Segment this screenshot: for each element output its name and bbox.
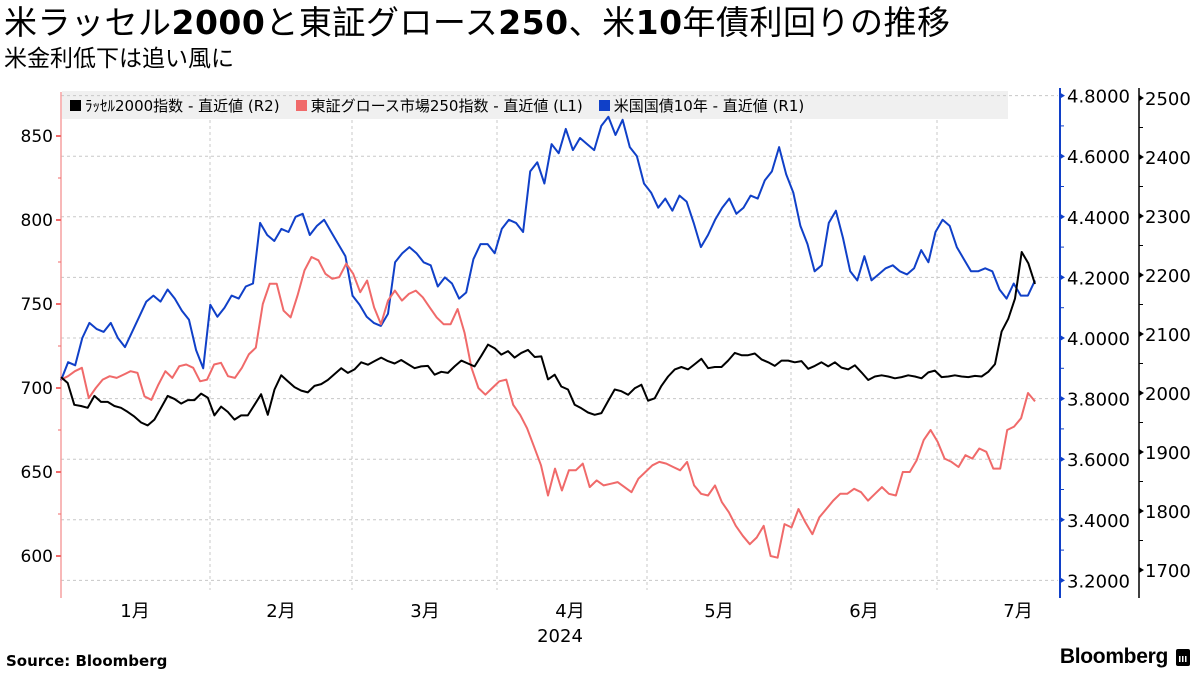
right-axis-r2-tick bbox=[1139, 154, 1144, 160]
right-axis-r2-tick bbox=[1139, 272, 1144, 278]
bloomberg-logo: Bloomberg bbox=[1060, 645, 1190, 669]
left-axis-tick-label: 750 bbox=[21, 295, 53, 315]
right-axis-r1-tick bbox=[1060, 456, 1065, 463]
right-axis-r2-tick bbox=[1139, 331, 1144, 337]
series-line-ust10y bbox=[60, 115, 1036, 381]
right-axis-r1-tick-label: 4.2000 bbox=[1067, 268, 1130, 289]
legend-swatch-ust10y bbox=[598, 99, 610, 111]
series-line-tse-growth250 bbox=[60, 256, 1036, 559]
right-axis-r1-tick bbox=[1060, 153, 1065, 160]
page-title: 米ラッセル2000と東証グロース250、米10年債利回りの推移 bbox=[4, 3, 951, 42]
right-axis-r2-tick bbox=[1139, 508, 1144, 514]
right-axis-r1-tick-label: 3.8000 bbox=[1067, 390, 1130, 411]
source-note: Source: Bloomberg bbox=[6, 652, 168, 670]
right-axis-r2-tick-label: 2400 bbox=[1145, 148, 1191, 169]
right-axis-r1-tick bbox=[1060, 274, 1065, 281]
page-subtitle: 米金利低下は追い風に bbox=[4, 46, 234, 72]
legend-item-ust10y: 米国国債10年 - 直近値 (R1) bbox=[598, 95, 805, 116]
right-axis-r1-tick-label: 3.4000 bbox=[1067, 511, 1130, 532]
right-axis-r2-tick-label: 2200 bbox=[1145, 266, 1191, 287]
legend-label-russell: ﾗｯｾﾙ2000指数 - 直近値 (R2) bbox=[85, 96, 280, 115]
series-line-russell2000 bbox=[60, 251, 1036, 427]
legend-label-ust10y: 米国国債10年 - 直近値 (R1) bbox=[613, 96, 805, 115]
right-axis-r1-tick bbox=[1060, 577, 1065, 584]
right-axis-r2-tick-label: 1900 bbox=[1145, 443, 1191, 464]
gridlines bbox=[61, 95, 1058, 590]
series-lines bbox=[60, 115, 1036, 559]
right-axis-r1-tick-label: 3.2000 bbox=[1067, 571, 1130, 592]
right-axis-r2-tick-label: 1700 bbox=[1145, 561, 1191, 582]
x-axis-month-label: 5月 bbox=[704, 601, 733, 622]
right-axis-r2-tick-label: 2500 bbox=[1145, 89, 1191, 110]
x-axis-month-label: 6月 bbox=[849, 601, 878, 622]
right-axis-r1-tick bbox=[1060, 92, 1065, 99]
right-axis-r1-tick-label: 4.4000 bbox=[1067, 208, 1130, 229]
right-axis-r2-tick-label: 2000 bbox=[1145, 384, 1191, 405]
legend-swatch-russell bbox=[70, 99, 81, 111]
right-axis-r1-tick-label: 3.6000 bbox=[1067, 450, 1130, 471]
left-axis-tick-label: 700 bbox=[21, 379, 53, 399]
right-axis-r1-tick-label: 4.6000 bbox=[1067, 147, 1130, 168]
right-axis-r2-tick bbox=[1139, 567, 1144, 573]
right-axis-r1-tick bbox=[1060, 335, 1065, 341]
legend-item-russell: ﾗｯｾﾙ2000指数 - 直近値 (R2) bbox=[70, 95, 280, 116]
legend-swatch-tse-growth bbox=[295, 99, 307, 111]
right-axis-r1-tick bbox=[1060, 395, 1065, 402]
left-axis-tick-label: 600 bbox=[21, 547, 53, 567]
left-axis-tick-label: 800 bbox=[21, 211, 53, 231]
right-axis-r1-tick-label: 4.0000 bbox=[1067, 329, 1130, 350]
right-axis-r2-tick bbox=[1139, 449, 1144, 455]
x-axis-month-label: 3月 bbox=[410, 601, 439, 622]
right-axis-r1-tick bbox=[1060, 213, 1065, 220]
left-axis-tick-label: 850 bbox=[21, 127, 53, 147]
brand-text: Bloomberg bbox=[1059, 645, 1168, 668]
right-axis-r2-tick bbox=[1139, 213, 1144, 219]
x-axis-month-label: 7月 bbox=[1003, 601, 1032, 622]
right-axis-r2-tick-label: 2300 bbox=[1145, 207, 1191, 228]
right-axis-r2-tick bbox=[1139, 390, 1144, 396]
x-axis-month-label: 4月 bbox=[555, 601, 584, 622]
legend-item-tse-growth: 東証グロース市場250指数 - 直近値 (L1) bbox=[295, 95, 583, 116]
bloomberg-chart-icon bbox=[1176, 648, 1190, 666]
right-axis-r1-tick-label: 4.8000 bbox=[1067, 87, 1130, 108]
axes: 600 650 700 750 800 850 3.2000 3.4000 3.6000 3.80… bbox=[21, 87, 1191, 647]
legend-label-tse-growth: 東証グロース市場250指数 - 直近値 (L1) bbox=[310, 96, 583, 115]
right-axis-r2-tick-label: 1800 bbox=[1145, 502, 1191, 523]
right-axis-r1-tick bbox=[1060, 516, 1065, 523]
x-axis-year-label: 2024 bbox=[537, 626, 583, 647]
right-axis-r2-tick bbox=[1139, 95, 1144, 101]
x-axis-month-label: 1月 bbox=[120, 601, 149, 622]
left-axis-tick-label: 650 bbox=[21, 463, 53, 483]
right-axis-r2-tick-label: 2100 bbox=[1145, 325, 1191, 346]
x-axis-month-label: 2月 bbox=[266, 601, 295, 622]
